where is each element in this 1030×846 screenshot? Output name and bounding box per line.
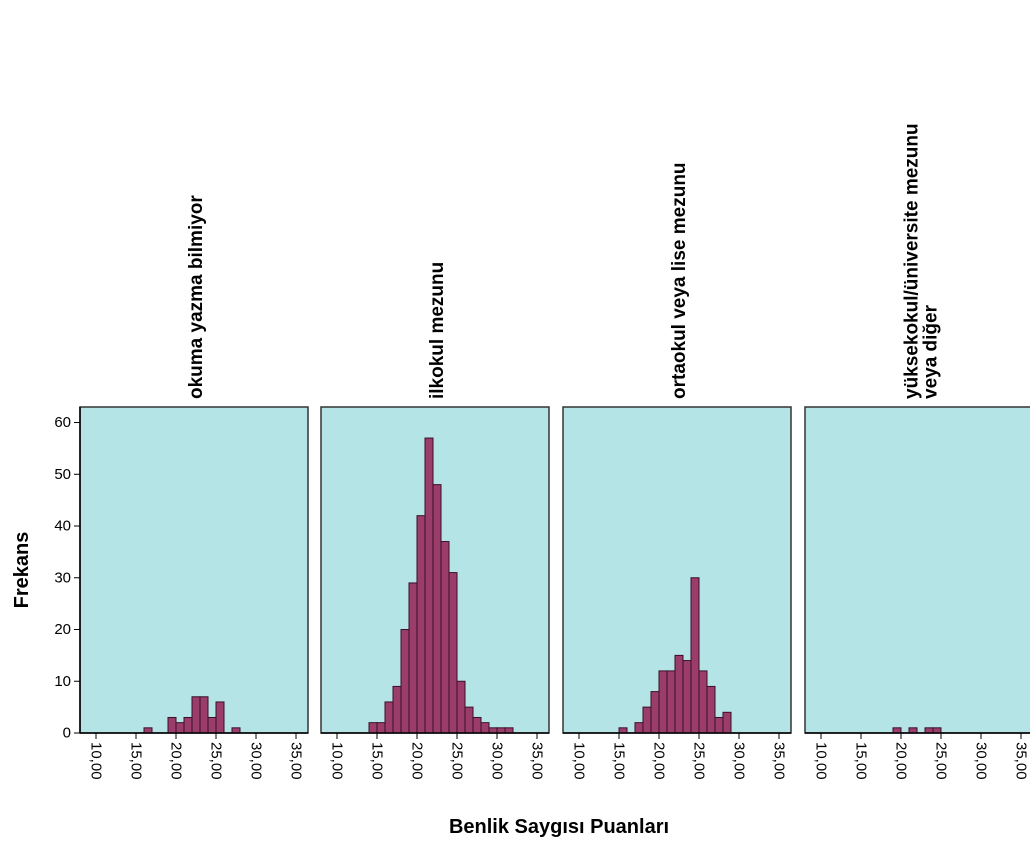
histogram-bar xyxy=(464,706,474,734)
histogram-bar xyxy=(642,706,652,734)
histogram-bar xyxy=(416,515,426,734)
histogram-bar xyxy=(666,670,676,734)
x-tick-label: 25,00 xyxy=(933,742,950,780)
histogram-bar xyxy=(618,727,628,734)
x-tick-label: 35,00 xyxy=(529,742,546,780)
x-tick-label: 10,00 xyxy=(571,742,588,780)
histogram-bar xyxy=(908,727,918,734)
panel-title: ilkokul mezunu xyxy=(427,262,448,399)
histogram-bar xyxy=(488,727,498,734)
y-tick-label: 60 xyxy=(54,414,71,431)
x-tick-label: 35,00 xyxy=(288,742,305,780)
histogram-bar xyxy=(215,701,225,734)
y-tick-label: 0 xyxy=(63,725,71,742)
y-tick-label: 50 xyxy=(54,466,71,483)
x-tick-label: 35,00 xyxy=(771,742,788,780)
histogram-bar xyxy=(496,727,506,734)
y-tick-label: 30 xyxy=(54,569,71,586)
histogram-bar xyxy=(183,716,193,734)
histogram-bar xyxy=(408,582,418,734)
panel-title: ortaokul veya lise mezunu xyxy=(669,162,690,399)
x-tick-label: 25,00 xyxy=(208,742,225,780)
x-tick-label: 15,00 xyxy=(611,742,628,780)
histogram-bar xyxy=(924,727,934,734)
x-tick-label: 25,00 xyxy=(691,742,708,780)
histogram-bar xyxy=(384,701,394,734)
panel-title: yüksekokul/üniversite mezunu xyxy=(902,123,923,399)
histogram-bar xyxy=(634,722,644,734)
x-tick-label: 30,00 xyxy=(973,742,990,780)
histogram-bar xyxy=(440,541,450,734)
x-tick-label: 15,00 xyxy=(853,742,870,780)
histogram-bar xyxy=(231,727,241,734)
histogram-bar xyxy=(480,722,490,734)
panel-title: veya diğer xyxy=(921,304,942,399)
histogram-bar xyxy=(932,727,942,734)
x-tick-label: 25,00 xyxy=(449,742,466,780)
y-axis: 0 10 20 30 40 50 60 xyxy=(54,407,81,742)
panel-title: okuma yazma bilmiyor xyxy=(186,195,207,399)
x-tick-label: 20,00 xyxy=(168,742,185,780)
histogram-bar xyxy=(682,660,692,734)
x-tick-label: 15,00 xyxy=(369,742,386,780)
y-tick-label: 10 xyxy=(54,673,71,690)
y-tick-label: 40 xyxy=(54,518,71,535)
histogram-bar xyxy=(432,484,442,734)
histogram-bar xyxy=(143,727,153,734)
panel-4: 10,00 15,00 20,00 25,00 30,00 35,00 yüksekokul… xyxy=(804,123,1030,780)
x-axis-title: Benlik Saygısı Puanları xyxy=(449,816,669,838)
x-tick-label: 15,00 xyxy=(128,742,145,780)
x-tick-label: 30,00 xyxy=(489,742,506,780)
histogram-bar xyxy=(714,716,724,734)
x-tick-label: 10,00 xyxy=(88,742,105,780)
x-tick-label: 35,00 xyxy=(1013,742,1030,780)
y-axis-title: Frekans xyxy=(11,532,33,609)
y-tick-label: 20 xyxy=(54,621,71,638)
panel-3: 10,00 15,00 20,00 25,00 30,00 35,00 ortaokul v… xyxy=(562,162,792,780)
panel-background xyxy=(79,406,309,734)
histogram-bar xyxy=(191,696,201,734)
histogram-bar xyxy=(376,722,386,734)
x-tick-label: 20,00 xyxy=(893,742,910,780)
histogram-bar xyxy=(199,696,209,734)
histogram-bar xyxy=(472,716,482,734)
panel-2: 10,00 15,00 20,00 25,00 30,00 35,00 ilkokul me… xyxy=(320,262,550,780)
x-tick-label: 10,00 xyxy=(813,742,830,780)
histogram-bar xyxy=(392,685,402,734)
x-tick-label: 30,00 xyxy=(731,742,748,780)
x-tick-label: 20,00 xyxy=(651,742,668,780)
histogram-bar xyxy=(674,654,684,734)
histogram-bar xyxy=(706,685,716,734)
panel-1: 10,00 15,00 20,00 25,00 30,00 35,00 okuma yazm… xyxy=(79,195,309,780)
histogram-bar xyxy=(698,670,708,734)
histogram-bar xyxy=(456,680,466,734)
histogram-bar xyxy=(424,437,434,734)
histogram-bar xyxy=(722,711,732,734)
histogram-bar xyxy=(167,716,177,734)
histogram-bar xyxy=(650,691,660,734)
histogram-bar xyxy=(504,727,514,734)
histogram-bar xyxy=(400,629,410,734)
x-tick-label: 30,00 xyxy=(248,742,265,780)
histogram-bar xyxy=(448,572,458,734)
histogram-bar xyxy=(892,727,902,734)
histogram-bar xyxy=(368,722,378,734)
histogram-bar xyxy=(658,670,668,734)
x-tick-label: 20,00 xyxy=(409,742,426,780)
histogram-bar xyxy=(175,722,185,734)
histogram-bar xyxy=(207,716,217,734)
panel-background xyxy=(804,406,1030,734)
histogram-bar xyxy=(690,577,700,734)
x-tick-label: 10,00 xyxy=(329,742,346,780)
